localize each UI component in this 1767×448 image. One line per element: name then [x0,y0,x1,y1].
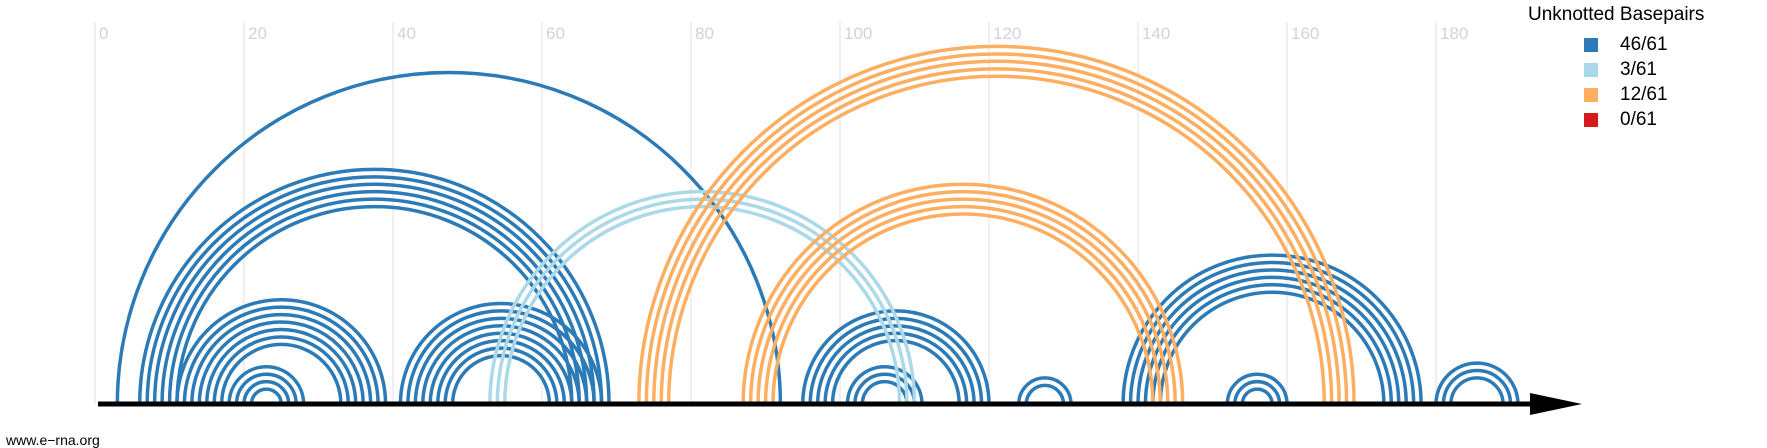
tick-label: 0 [99,24,108,43]
basepair-arc [413,316,589,405]
legend-title: Unknotted Basepairs [1528,4,1705,25]
basepair-arc [1128,260,1416,405]
basepair-arc [242,379,291,405]
tick-label: 140 [1142,24,1170,43]
basepair-arc [398,301,604,405]
legend-swatch [1584,62,1598,77]
basepair-arc [763,204,1163,405]
legend-item: 12/61 [1528,82,1704,107]
tick-label: 80 [695,24,714,43]
basepair-arc [249,387,283,405]
basepair-arc [421,324,581,405]
tick-label: 120 [993,24,1021,43]
legend: Unknotted Basepairs 46/61 3/61 12/61 0/6… [1528,4,1704,132]
sequence-axis [98,393,1582,415]
basepair-arc [167,197,581,405]
tick-label: 180 [1440,24,1468,43]
footer-url: www.e−rna.org [6,432,100,448]
legend-item: 0/61 [1528,107,1704,132]
basepair-arc [748,190,1177,405]
basepair-arc [137,167,611,405]
tick-label: 100 [844,24,872,43]
legend-label: 0/61 [1620,108,1657,130]
basepair-arc [1441,368,1513,405]
basepair-arc [197,320,365,405]
legend-swatch [1584,87,1598,102]
basepair-arc [771,212,1155,405]
basepair-arc [1449,376,1505,405]
basepair-arc [666,74,1326,405]
basepair-arc [450,353,552,405]
basepair-arc [1151,283,1394,405]
axis-arrowhead-icon [1530,393,1582,415]
basepair-arc [853,372,917,405]
basepair-arc [815,324,976,405]
basepair-arc [234,372,298,405]
basepair-arc [227,365,306,405]
legend-swatch [1584,112,1598,127]
basepair-arc [115,70,783,405]
basepair-arc [1225,372,1289,405]
basepair-arc [652,59,1341,405]
legend-label: 46/61 [1620,33,1668,55]
basepair-arc [443,346,559,405]
legend-label: 12/61 [1620,83,1668,105]
basepair-arc [406,309,596,405]
basepair-arc [205,327,358,405]
basepair-arc [145,175,604,405]
basepair-arc [1240,387,1274,405]
basepair-arc [1158,290,1386,405]
legend-item: 3/61 [1528,57,1704,82]
basepair-arc [219,342,343,405]
basepair-arc [644,52,1349,405]
basepair-arc [801,309,991,405]
basepair-arc [503,204,902,405]
basepair-arc [637,44,1356,405]
basepair-arc [845,365,924,405]
basepair-arc [160,190,589,405]
basepair-arc [175,204,574,405]
tick-label: 160 [1291,24,1319,43]
basepair-arc [152,182,596,405]
basepair-arc [175,298,388,405]
basepair-arc [756,197,1170,405]
basepair-arc [190,312,373,405]
basepair-arc [212,335,351,405]
basepair-arc [1233,379,1282,405]
tick-label: 20 [248,24,267,43]
basepair-arc [741,182,1185,405]
basepair-arc [182,305,380,405]
legend-item: 46/61 [1528,32,1704,57]
tick-label: 60 [546,24,565,43]
basepair-arc [1136,268,1408,405]
basepair-arc [659,67,1334,405]
basepair-arc [1017,376,1073,405]
basepair-arc [1024,383,1066,405]
legend-swatch [1584,37,1598,52]
legend-label: 3/61 [1620,58,1657,80]
basepair-arc [488,190,917,405]
arcs [115,44,1520,405]
tick-label: 40 [397,24,416,43]
basepair-arc [1434,361,1520,405]
